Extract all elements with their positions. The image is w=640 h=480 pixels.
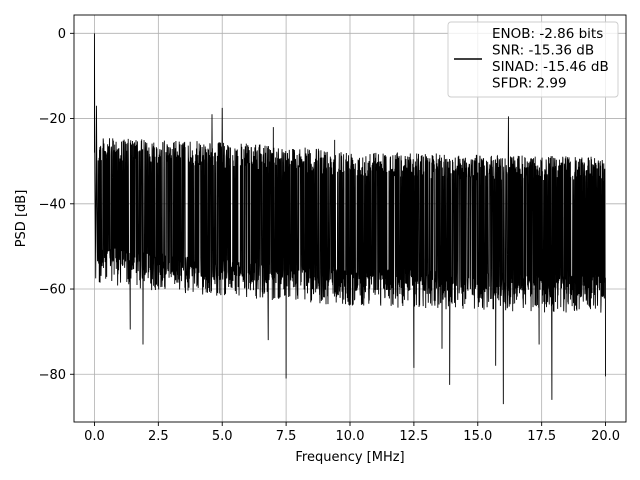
- x-tick-label: 2.5: [148, 429, 169, 444]
- x-tick-label: 7.5: [276, 429, 297, 444]
- legend: ENOB: -2.86 bits SNR: -15.36 dB SINAD: -…: [447, 21, 619, 98]
- x-tick-label: 15.0: [463, 429, 492, 444]
- x-tick-label: 5.0: [212, 429, 233, 444]
- y-tick-label: −40: [39, 197, 66, 212]
- plot-area: [93, 33, 607, 405]
- y-tick-label: 0: [58, 27, 66, 42]
- legend-entry-sinad: SINAD: -15.46 dB: [492, 59, 609, 75]
- psd-series-line: [93, 33, 607, 405]
- x-tick-label: 10.0: [336, 429, 365, 444]
- x-axis-label: Frequency [MHz]: [295, 450, 404, 465]
- legend-box: [447, 21, 619, 98]
- legend-entry-sfdr: SFDR: 2.99: [492, 76, 567, 92]
- legend-entry-snr: SNR: -15.36 dB: [492, 43, 594, 59]
- x-tick-label: 17.5: [527, 429, 556, 444]
- y-tick-label: −20: [39, 112, 66, 127]
- y-tick-label: −80: [39, 368, 66, 383]
- y-tick-label: −60: [39, 283, 66, 298]
- x-tick-label: 0.0: [84, 429, 105, 444]
- legend-entry-enob: ENOB: -2.86 bits: [492, 26, 603, 42]
- x-tick-label: 20.0: [591, 429, 620, 444]
- y-axis-label: PSD [dB]: [14, 190, 29, 248]
- y-axis-ticks: 0 −20 −40 −60 −80: [39, 27, 74, 383]
- x-axis-ticks: 0.0 2.5 5.0 7.5 10.0 12.5 15.0 17.5 20.0: [84, 422, 620, 444]
- x-tick-label: 12.5: [399, 429, 428, 444]
